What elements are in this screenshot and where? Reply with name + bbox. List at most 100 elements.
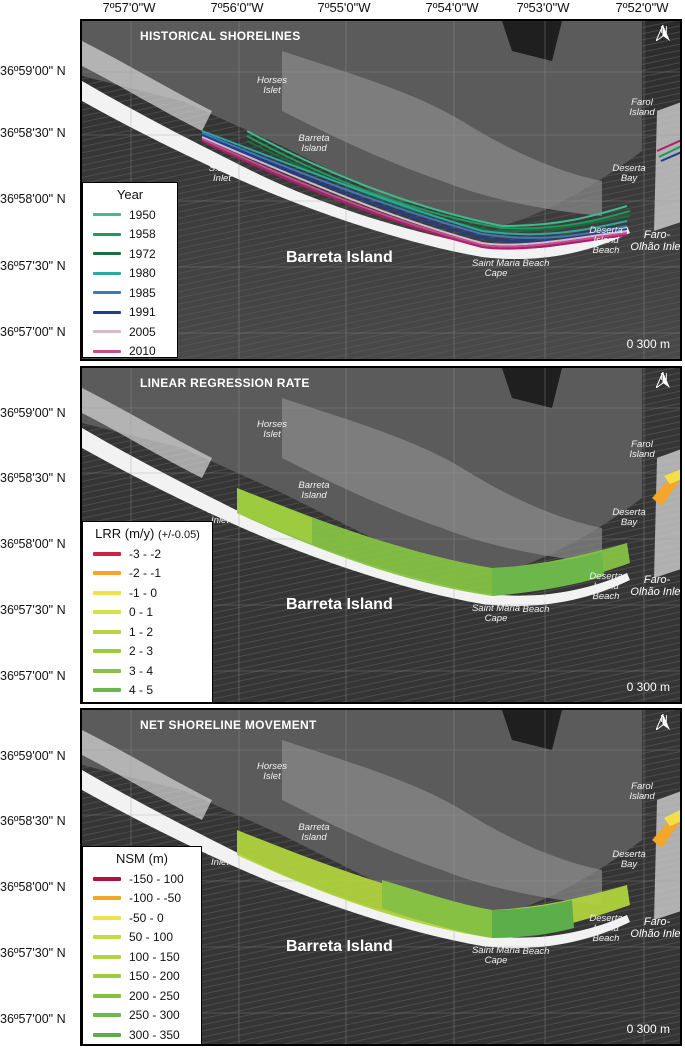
place-deserta-island-beach: Deserta Island Beach (589, 225, 623, 256)
latitude-tick: 36º57'00" N (0, 325, 66, 339)
legend-swatch (93, 993, 121, 998)
legend-swatch (93, 1013, 121, 1018)
legend-label: 1985 (129, 285, 156, 300)
legend-item: 1985 (83, 283, 177, 303)
longitude-tick: 7º55'0"W (317, 0, 371, 15)
legend-list: -3 - -2 -2 - -1 -1 - 0 0 - 1 1 - 2 2 - 3 3 - 4… (83, 544, 212, 702)
legend-swatch (93, 688, 121, 693)
panel-title: NET SHORELINE MOVEMENT (140, 718, 317, 732)
place-sluis-inlet: S.Luis Inlet (206, 847, 234, 868)
legend-label: -150 - 100 (129, 871, 184, 886)
legend-title: LRR (m/y) (+/-0.05) (95, 526, 200, 541)
place-sluis-inlet: S.Luis Inlet (208, 163, 236, 184)
legend-label: -1 - 0 (129, 585, 158, 600)
place-horses-islet: Horses Islet (256, 419, 288, 440)
legend-label: 3 - 4 (129, 663, 154, 678)
legend-item: -150 - 100 (83, 869, 201, 889)
shoreline-1980 (201, 130, 628, 236)
place-saint-maria-cape: Saint Maria Cape (471, 603, 521, 624)
legend-label: 1980 (129, 266, 156, 281)
legend-label: 2 - 3 (129, 644, 154, 659)
legend-list: 195019581972198019851991200520102015 (83, 205, 177, 360)
legend-item: 1950 (83, 205, 177, 225)
north-arrow-icon: N (656, 372, 672, 388)
legend-swatch (93, 935, 121, 940)
scale-label: 0 300 m (626, 337, 670, 351)
legend-swatch (93, 590, 121, 595)
place-deserta-island-beach: Deserta Island Beach (589, 571, 623, 602)
legend-swatch (93, 310, 121, 314)
legend-item: 1 - 2 (83, 622, 212, 642)
legend-item: 2010 (83, 342, 177, 360)
latitude-tick: 36º57'30" N (0, 946, 66, 960)
legend-label: 0 - 1 (129, 605, 154, 620)
shoreline-1950 (246, 130, 628, 228)
scale-bar: 0 300 m (627, 337, 670, 351)
map-panel-net-shoreline-movement: NET SHORELINE MOVEMENT Horses Islet Barr… (80, 708, 682, 1046)
legend-item: 1991 (83, 303, 177, 323)
legend-title: Year (116, 187, 144, 202)
legend-item: 50 - 100 (83, 928, 201, 948)
longitude-tick: 7º56'0"W (210, 0, 264, 15)
shoreline-1972 (246, 140, 631, 233)
latitude-tick: 36º58'00" N (0, 192, 66, 206)
legend-item: -1 - 0 (83, 583, 212, 603)
place-horses-islet: Horses Islet (256, 761, 288, 782)
legend-label: -3 - -2 (129, 546, 162, 561)
legend-swatch (93, 974, 121, 979)
legend-label: 2005 (129, 324, 156, 339)
legend-label: 1 - 2 (129, 624, 154, 639)
latitude-tick: 36º58'00" N (0, 537, 66, 551)
legend-item: 1972 (83, 244, 177, 264)
legend-title: NSM (m) (116, 851, 168, 866)
legend-year: Year 19501958197219801985199120052010201… (82, 182, 178, 358)
legend-swatch (93, 252, 121, 256)
panel-title: LINEAR REGRESSION RATE (140, 376, 310, 390)
place-barreta-island-big: Barreta Island (286, 596, 393, 613)
scale-label: 0 300 m (626, 680, 670, 694)
longitude-tick: 7º52'0"W (615, 0, 669, 15)
latitude-tick: 36º59'00" N (0, 406, 66, 420)
legend-label: 2010 (129, 344, 156, 359)
legend-swatch (93, 629, 121, 634)
legend-item: 350 - 400 (83, 1045, 201, 1047)
place-faro-olhao-inlet: Faro-Olhão Inlet (630, 916, 682, 940)
longitude-tick: 7º57'0"W (102, 0, 156, 15)
legend-swatch (93, 876, 121, 881)
legend-item: 250 - 300 (83, 1006, 201, 1026)
legend-swatch (93, 271, 121, 275)
legend-item: 300 - 350 (83, 1025, 201, 1044)
longitude-tick: 7º54'0"W (425, 0, 479, 15)
shoreline-2005 (201, 136, 628, 246)
place-barreta-island: Barreta Island (298, 822, 330, 843)
legend-label: 1958 (129, 227, 156, 242)
legend-swatch (93, 571, 121, 576)
latitude-tick: 36º57'30" N (0, 603, 66, 617)
legend-swatch (93, 1032, 121, 1037)
place-farol-island: Farol Island (629, 97, 655, 118)
legend-label: -50 - 0 (129, 910, 164, 925)
place-farol-island: Farol Island (629, 781, 655, 802)
legend-nsm: NSM (m) -150 - 100 -100 - -50 -50 - 0 50 - … (82, 846, 202, 1047)
place-deserta-bay: Deserta Bay (612, 849, 646, 870)
place-barreta-island-big: Barreta Island (286, 938, 393, 955)
latitude-tick: 36º57'00" N (0, 1012, 66, 1026)
legend-label: 250 - 300 (129, 1008, 180, 1023)
place-faro-olhao-inlet: Faro-Olhão Inlet (630, 229, 682, 253)
latitude-tick: 36º59'00" N (0, 749, 66, 763)
map-panel-linear-regression-rate: LINEAR REGRESSION RATE Horses Islet Barr… (80, 366, 682, 704)
latitude-tick: 36º58'30" N (0, 814, 66, 828)
legend-item: 200 - 250 (83, 986, 201, 1006)
legend-label: 300 - 350 (129, 1027, 180, 1042)
legend-item: 1980 (83, 264, 177, 284)
scale-bar: 0 300 m (627, 680, 670, 694)
place-deserta-island-beach: Deserta Island Beach (589, 913, 623, 944)
legend-swatch (93, 896, 121, 901)
place-sluis-inlet: S.Luis Inlet (206, 505, 234, 526)
legend-swatch (93, 668, 121, 673)
legend-swatch (93, 232, 121, 236)
legend-item: -50 - 0 (83, 908, 201, 928)
shoreline-1985 (201, 132, 628, 239)
legend-label: 1950 (129, 207, 156, 222)
legend-label: 50 - 100 (129, 930, 174, 945)
